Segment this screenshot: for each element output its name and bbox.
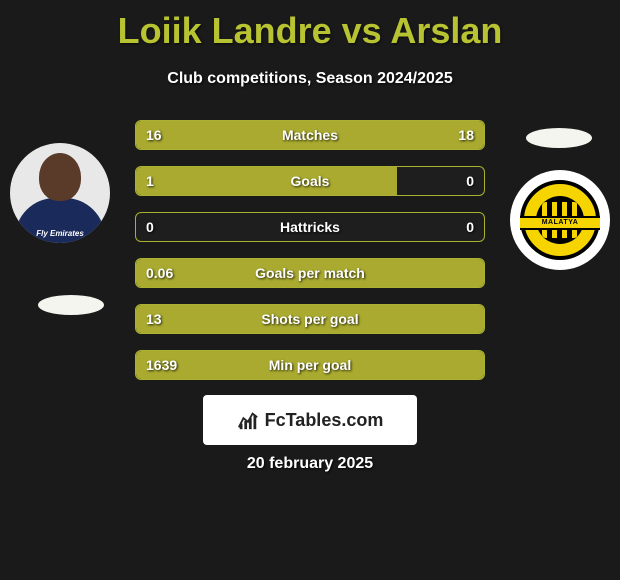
stat-right-value: 0: [466, 167, 474, 195]
page-subtitle: Club competitions, Season 2024/2025: [0, 70, 620, 88]
jersey-text: Fly Emirates: [10, 229, 110, 238]
bar-left-fill: [136, 167, 397, 195]
stat-left-value: 0.06: [146, 259, 173, 287]
player-left-avatar: Fly Emirates: [10, 143, 110, 243]
stat-left-value: 1639: [146, 351, 177, 379]
stat-left-value: 1: [146, 167, 154, 195]
stats-chart: 1618Matches10Goals00Hattricks0.06Goals p…: [135, 120, 485, 396]
player-silhouette: Fly Emirates: [10, 143, 110, 243]
stat-right-value: 0: [466, 213, 474, 241]
stat-row: 0.06Goals per match: [135, 258, 485, 288]
stat-left-value: 13: [146, 305, 162, 333]
brand-badge[interactable]: FcTables.com: [203, 395, 417, 445]
stat-row: 13Shots per goal: [135, 304, 485, 334]
brand-text: FcTables.com: [265, 410, 384, 431]
stat-left-value: 16: [146, 121, 162, 149]
footer-date: 20 february 2025: [0, 455, 620, 473]
club-crest: MALATYA: [520, 180, 600, 260]
club-badge-right: [526, 128, 592, 148]
club-badge-left: [38, 295, 104, 315]
stat-row: 1639Min per goal: [135, 350, 485, 380]
bar-right-fill: [300, 121, 484, 149]
bar-left-fill: [136, 305, 484, 333]
page-title: Loiik Landre vs Arslan: [0, 0, 620, 52]
stat-row: 0 0Hattricks: [135, 212, 485, 242]
stat-label: Hattricks: [136, 213, 484, 241]
stat-left-value: 0: [146, 213, 154, 241]
chart-icon: [237, 409, 259, 431]
player-right-avatar: MALATYA: [510, 170, 610, 270]
head: [39, 153, 81, 201]
stat-row: 1618Matches: [135, 120, 485, 150]
bar-left-fill: [136, 259, 484, 287]
crest-label: MALATYA: [520, 216, 600, 230]
bar-left-fill: [136, 351, 484, 379]
stat-row: 10Goals: [135, 166, 485, 196]
stat-right-value: 18: [458, 121, 474, 149]
